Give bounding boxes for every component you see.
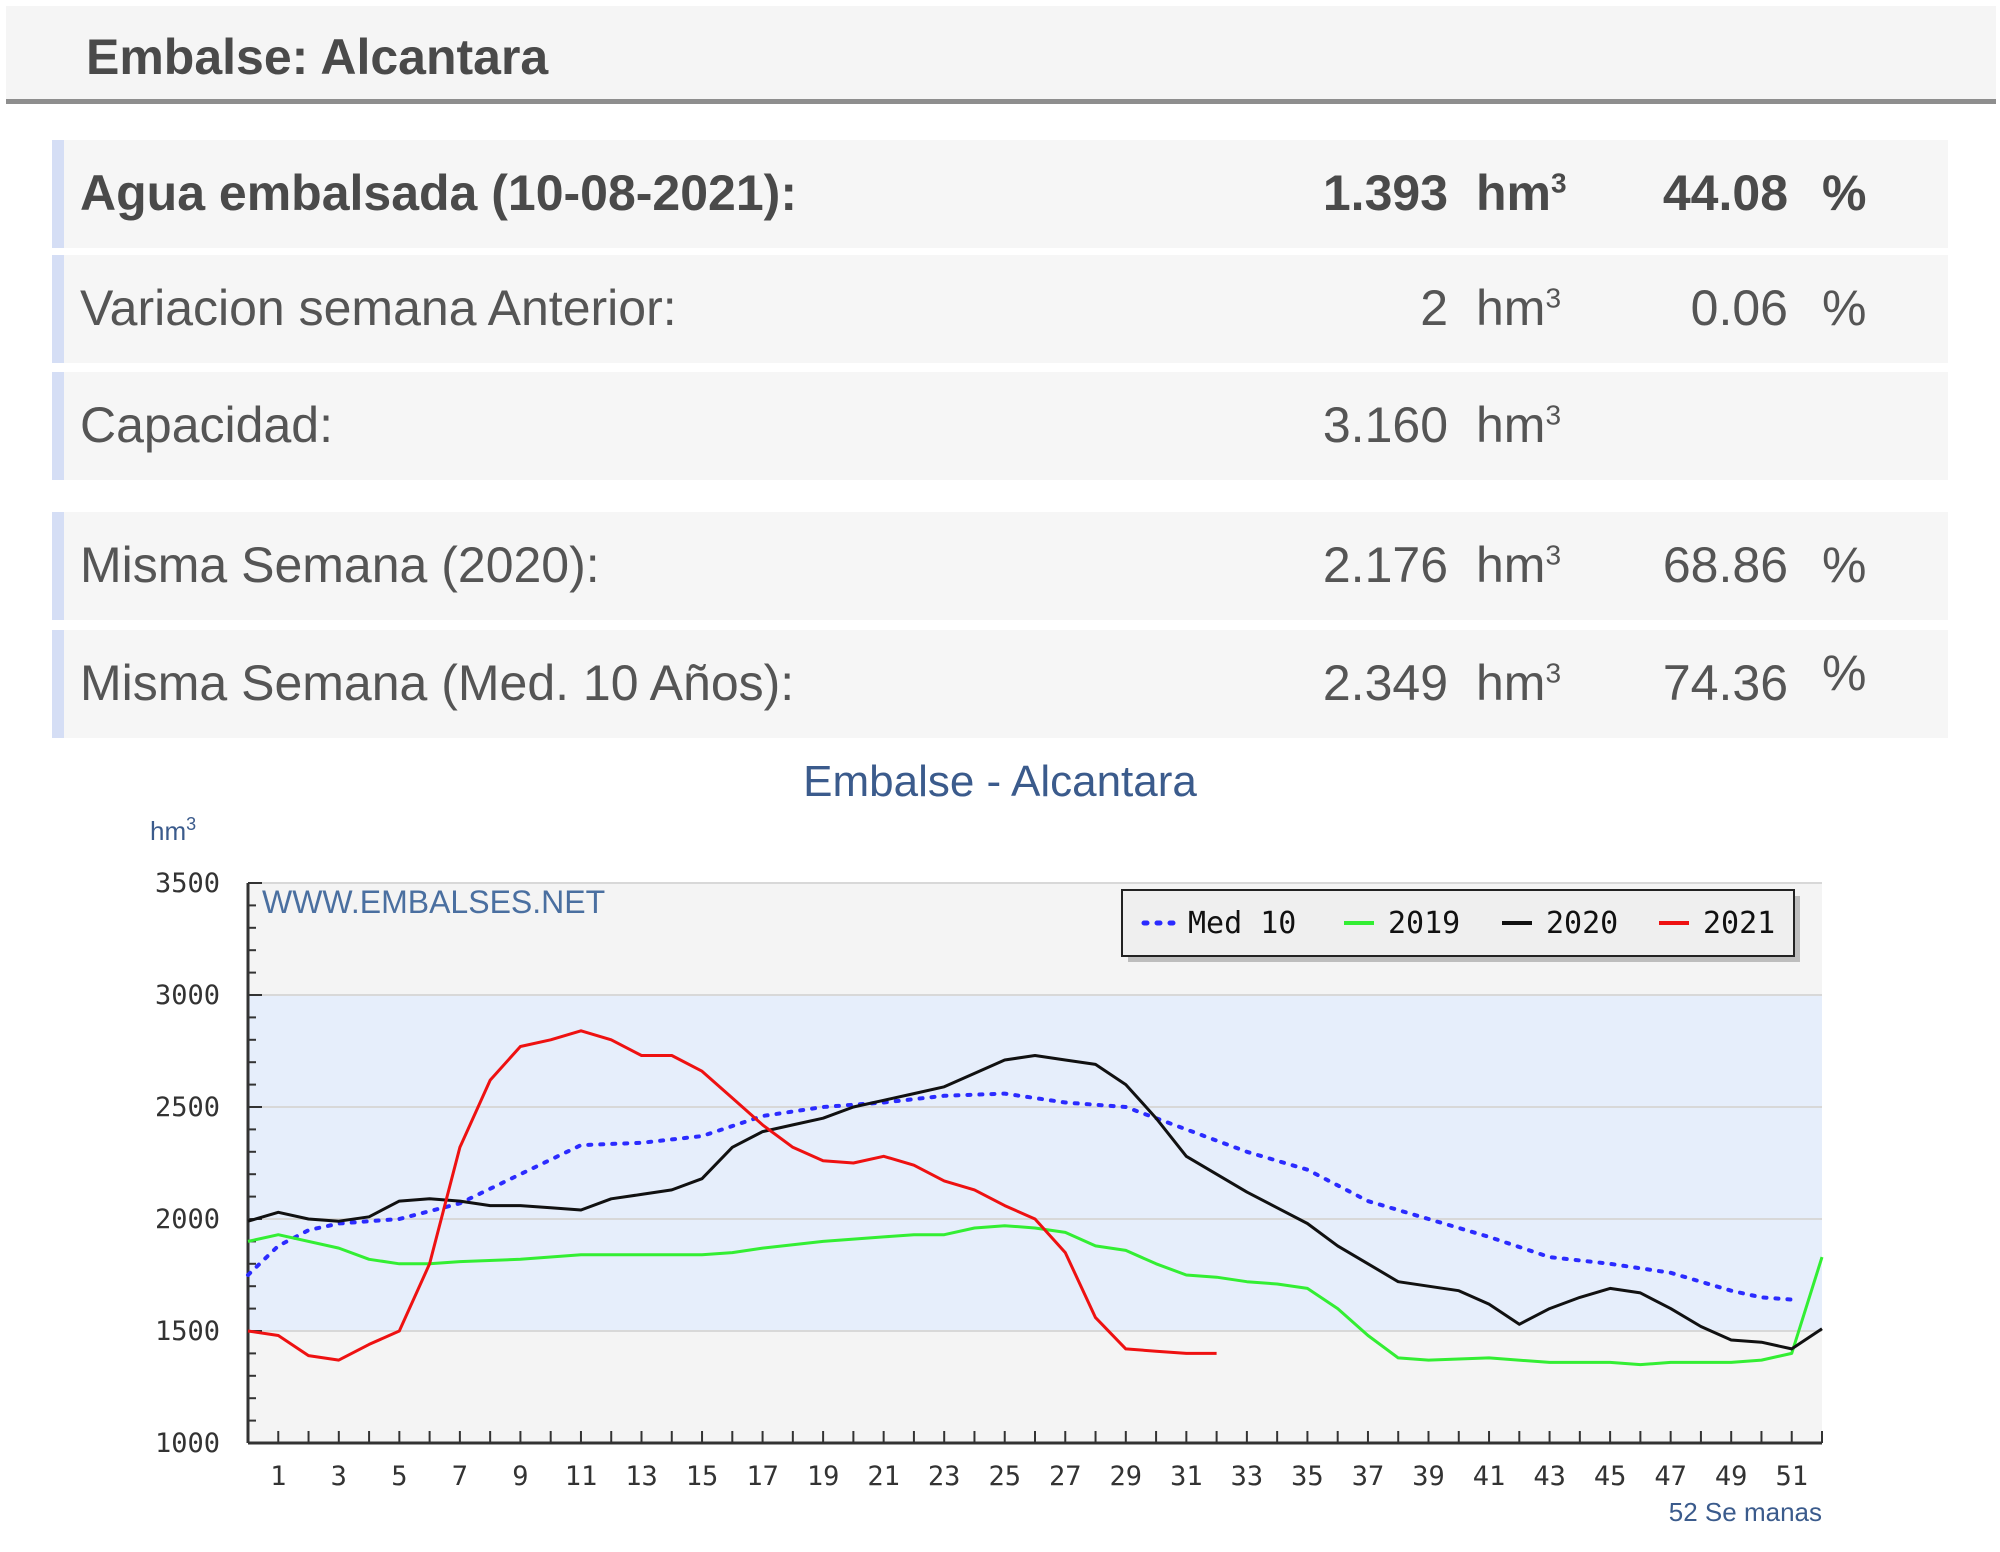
x-tick-label: 17 <box>746 1461 779 1492</box>
stat-value: 2.176 <box>1322 537 1448 593</box>
stat-percent-sign: % <box>1822 537 1867 593</box>
x-tick-label: 25 <box>988 1461 1021 1492</box>
stat-percent-sign: % <box>1822 165 1867 221</box>
x-tick-label: 51 <box>1775 1461 1808 1492</box>
series-line-2019 <box>247 1224 1824 1367</box>
x-tick-label: 49 <box>1715 1461 1748 1492</box>
y-tick-label: 2000 <box>155 1204 220 1235</box>
x-tick-label: 7 <box>452 1461 468 1492</box>
stat-value: 2 <box>1420 280 1448 336</box>
x-tick-label: 15 <box>686 1461 719 1492</box>
x-tick-label: 1 <box>270 1461 286 1492</box>
x-axis-label: 52 Se manas <box>1669 1497 1822 1527</box>
stat-row-agua-embalsada: Agua embalsada (10-08-2021): 1.393 hm3 4… <box>52 140 1948 248</box>
page-title: Embalse: Alcantara <box>86 29 549 85</box>
stat-label: Capacidad: <box>80 397 333 453</box>
x-tick-label: 33 <box>1231 1461 1264 1492</box>
y-tick-label: 1000 <box>155 1428 220 1459</box>
stat-row-misma-semana-med10: Misma Semana (Med. 10 Años): 2.349 hm3 7… <box>52 630 1948 738</box>
stat-row-capacidad: Capacidad: 3.160 hm3 <box>52 372 1948 480</box>
chart-title: Embalse - Alcantara <box>803 757 1197 806</box>
stat-row-misma-semana-2020: Misma Semana (2020): 2.176 hm3 68.86 % <box>52 512 1948 620</box>
stat-unit: hm3 <box>1476 655 1562 711</box>
stat-label: Misma Semana (Med. 10 Años): <box>80 655 795 711</box>
stat-percent: 74.36 <box>1662 655 1788 711</box>
page-header: Embalse: Alcantara <box>6 6 1996 104</box>
stat-row-variacion: Variacion semana Anterior: 2 hm3 0.06 % <box>52 255 1948 363</box>
series-line-2020 <box>247 1054 1823 1351</box>
x-tick-label: 43 <box>1533 1461 1566 1492</box>
x-tick-label: 3 <box>331 1461 347 1492</box>
legend-label: 2019 <box>1388 906 1460 941</box>
legend-label: 2020 <box>1546 906 1618 941</box>
legend-label: Med 10 <box>1188 906 1296 941</box>
x-tick-label: 29 <box>1110 1461 1143 1492</box>
stat-label: Variacion semana Anterior: <box>80 280 677 336</box>
y-tick-label: 1500 <box>155 1316 220 1347</box>
stat-percent-sign: % <box>1822 280 1867 336</box>
y-tick-label: 3000 <box>155 980 220 1011</box>
x-tick-label: 41 <box>1473 1461 1506 1492</box>
stat-unit: hm3 <box>1476 397 1562 453</box>
stat-percent-sign: % <box>1822 645 1867 701</box>
x-tick-label: 11 <box>565 1461 598 1492</box>
reservoir-chart: Embalse - Alcantara hm3 52 Se manas 1000… <box>150 757 1824 1527</box>
x-tick-label: 35 <box>1291 1461 1324 1492</box>
stat-unit: hm3 <box>1476 280 1562 336</box>
series-line-2021 <box>247 1029 1217 1362</box>
stat-value: 3.160 <box>1322 397 1448 453</box>
y-tick-label: 3500 <box>155 868 220 899</box>
stat-percent: 0.06 <box>1690 280 1788 336</box>
x-tick-label: 37 <box>1352 1461 1385 1492</box>
legend-label: 2021 <box>1703 906 1775 941</box>
x-tick-label: 45 <box>1594 1461 1627 1492</box>
stat-percent: 68.86 <box>1662 537 1788 593</box>
stat-value: 1.393 <box>1322 165 1448 221</box>
x-tick-label: 9 <box>512 1461 528 1492</box>
x-tick-label: 19 <box>807 1461 840 1492</box>
x-tick-label: 13 <box>625 1461 658 1492</box>
x-tick-label: 21 <box>867 1461 900 1492</box>
stat-label: Agua embalsada (10-08-2021): <box>80 165 797 221</box>
x-tick-label: 5 <box>391 1461 407 1492</box>
watermark-text: WWW.EMBALSES.NET <box>262 884 605 920</box>
stat-percent: 44.08 <box>1662 165 1788 221</box>
stat-label: Misma Semana (2020): <box>80 537 600 593</box>
x-tick-label: 47 <box>1654 1461 1687 1492</box>
x-tick-label: 23 <box>928 1461 961 1492</box>
stat-unit: hm3 <box>1476 537 1562 593</box>
stat-value: 2.349 <box>1322 655 1448 711</box>
stat-unit: hm3 <box>1476 165 1567 221</box>
normal-range-band <box>248 995 1822 1331</box>
y-axis-unit: hm3 <box>150 814 196 846</box>
x-tick-label: 27 <box>1049 1461 1082 1492</box>
x-tick-label: 31 <box>1170 1461 1203 1492</box>
y-tick-label: 2500 <box>155 1092 220 1123</box>
series-line-med-10 <box>246 1091 1794 1302</box>
x-tick-label: 39 <box>1412 1461 1445 1492</box>
